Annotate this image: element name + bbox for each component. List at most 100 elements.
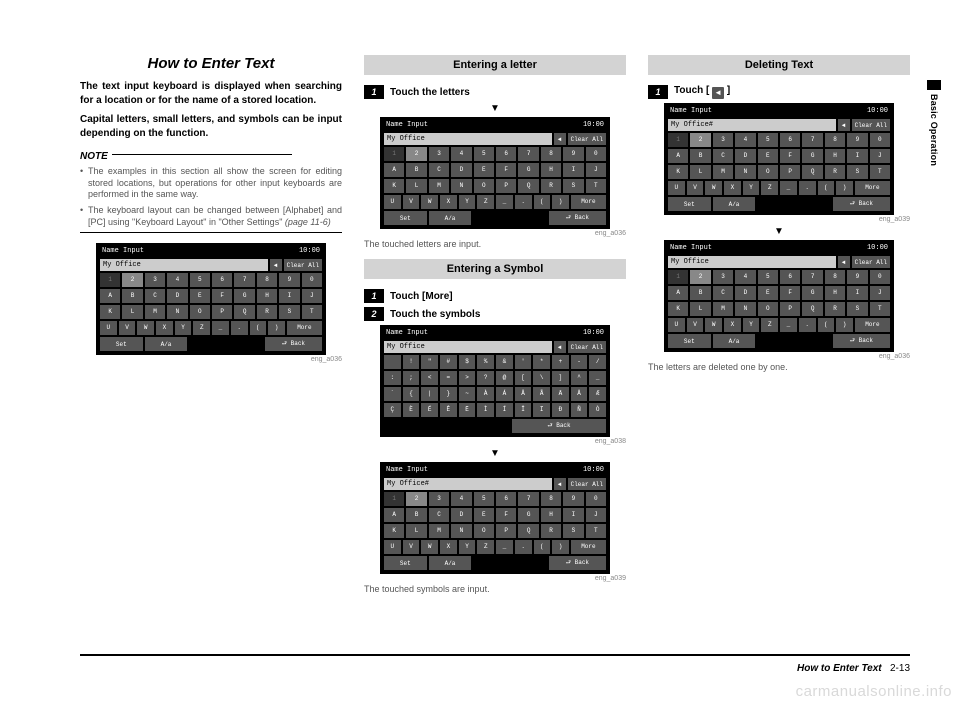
keyboard-key: Å [571,387,588,401]
keyboard-key: 4 [735,270,755,284]
keyboard-key: N [167,305,187,319]
case-toggle-button: A/a [145,337,188,351]
tab-label: Basic Operation [929,94,939,166]
note-item: The examples in this section all show th… [80,166,342,201]
keyboard-key: 0 [586,147,606,161]
keyboard-screen: Name Input10:00 My Office ◄ Clear All !"… [380,325,610,437]
step-number: 1 [364,85,384,99]
keyboard-key: _ [589,371,606,385]
down-arrow-icon: ▼ [364,103,626,114]
keyboard-key: 4 [451,147,471,161]
keyboard-key: 7 [234,273,254,287]
case-toggle-button: A/a [429,211,472,225]
back-arrow-icon: ◄ [712,87,724,99]
keyboard-key: L [690,165,710,179]
back-button: ⮐ Back [549,556,606,570]
case-toggle-button: A/a [429,556,472,570]
keyboard-key: 9 [563,492,583,506]
keyboard-key: _ [496,195,513,209]
keyboard-key: Z [477,195,494,209]
keyboard-key: P [212,305,232,319]
keyboard-key: . [515,540,532,554]
keyboard-key: Q [518,179,538,193]
keyboard-key: H [541,508,561,522]
keyboard-key: Q [234,305,254,319]
keyboard-key: 4 [735,133,755,147]
keyboard-key: I [563,508,583,522]
keyboard-key: ) [552,540,569,554]
keyboard-key: 2 [122,273,142,287]
keyboard-key: Í [496,403,513,417]
keyboard-key: ~ [459,387,476,401]
keyboard-key: ) [836,181,853,195]
keyboard-key: 0 [586,492,606,506]
keyboard-key: N [451,179,471,193]
keyboard-key: X [156,321,173,335]
clear-all-button: Clear All [568,133,606,145]
keyboard-key: F [212,289,232,303]
keyboard-key: ( [534,195,551,209]
clock: 10:00 [583,329,604,337]
keyboard-key: M [713,302,733,316]
screen-title: Name Input [670,107,712,115]
keyboard-key: Á [496,387,513,401]
keyboard-key: K [384,524,404,538]
keyboard-key: Z [761,318,778,332]
set-button: Set [668,197,711,211]
keyboard-key: ] [552,371,569,385]
set-button: Set [384,556,427,570]
keyboard-key: I [279,289,299,303]
backspace-button: ◄ [554,133,566,145]
keyboard-key: Q [802,302,822,316]
keyboard-key: ; [403,371,420,385]
keyboard-key: 5 [758,133,778,147]
keyboard-key: K [668,302,688,316]
backspace-button: ◄ [838,119,850,131]
image-id: eng_a038 [364,438,626,445]
keyboard-key: | [421,387,438,401]
keyboard-key: G [518,163,538,177]
keyboard-key: ( [818,181,835,195]
keyboard-key: = [440,371,457,385]
keyboard-key: É [421,403,438,417]
keyboard-key: L [406,179,426,193]
keyboard-key: 9 [563,147,583,161]
keyboard-key: I [847,286,867,300]
keyboard-key: ^ [571,371,588,385]
keyboard-key: 7 [802,270,822,284]
keyboard-key: R [541,524,561,538]
keyboard-key: S [563,179,583,193]
case-toggle-button: A/a [713,197,756,211]
keyboard-key: ' [515,355,532,369]
keyboard-key: 9 [279,273,299,287]
keyboard-key: ` [384,387,401,401]
keyboard-key: 1 [668,270,688,284]
clear-all-button: Clear All [568,478,606,490]
keyboard-key: 2 [406,492,426,506]
keyboard-key: J [870,149,890,163]
keyboard-key: A [384,508,404,522]
keyboard-key: Y [459,540,476,554]
keyboard-key: D [451,163,471,177]
keyboard-key: L [122,305,142,319]
keyboard-key: H [825,149,845,163]
keyboard-key: D [735,149,755,163]
caption: The touched letters are input. [364,239,626,249]
keyboard-key: ) [836,318,853,332]
section-header: Entering a letter [364,55,626,75]
keyboard-key: 7 [518,492,538,506]
clear-all-button: Clear All [852,119,890,131]
keyboard-key: ? [477,371,494,385]
keyboard-key: + [552,355,569,369]
down-arrow-icon: ▼ [364,448,626,459]
intro-paragraph-1: The text input keyboard is displayed whe… [80,80,342,107]
keyboard-key: Y [743,181,760,195]
keyboard-key: J [586,163,606,177]
clock: 10:00 [299,247,320,255]
keyboard-key: $ [459,355,476,369]
keyboard-key: V [119,321,136,335]
keyboard-key: Q [518,524,538,538]
keyboard-key: 9 [847,133,867,147]
keyboard-key: X [440,540,457,554]
keyboard-key: Ä [552,387,569,401]
